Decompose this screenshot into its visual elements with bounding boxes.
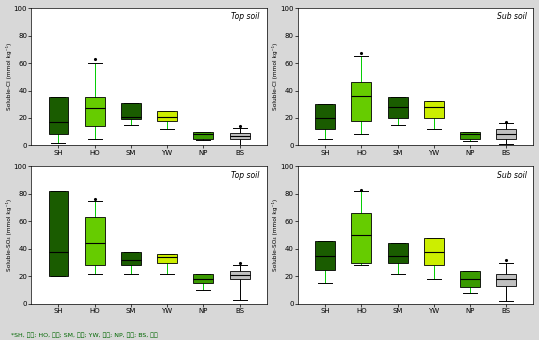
Bar <box>230 271 250 279</box>
Y-axis label: Soluble-SO₄ (mmol kg⁻¹): Soluble-SO₄ (mmol kg⁻¹) <box>272 199 278 271</box>
Text: Sub soil: Sub soil <box>496 12 527 21</box>
Y-axis label: Soluble-Cl (mmol kg⁻¹): Soluble-Cl (mmol kg⁻¹) <box>272 43 278 110</box>
Bar <box>121 103 141 119</box>
Bar <box>351 82 371 121</box>
Bar <box>194 132 213 139</box>
Bar <box>85 217 105 266</box>
Bar <box>49 191 68 276</box>
Y-axis label: Soluble-Cl (mmol kg⁻¹): Soluble-Cl (mmol kg⁻¹) <box>5 43 11 110</box>
Bar <box>424 238 444 266</box>
Bar <box>315 241 335 270</box>
Bar <box>315 104 335 129</box>
Bar <box>157 111 177 121</box>
Text: Top soil: Top soil <box>231 12 260 21</box>
Bar <box>388 97 407 118</box>
Text: Sub soil: Sub soil <box>496 171 527 180</box>
Bar <box>85 97 105 126</box>
Y-axis label: Soluble-SO₄ (mmol kg⁻¹): Soluble-SO₄ (mmol kg⁻¹) <box>5 199 11 271</box>
Bar <box>121 252 141 266</box>
Bar <box>388 243 407 263</box>
Bar <box>351 213 371 263</box>
Bar <box>424 102 444 118</box>
Bar <box>230 133 250 139</box>
Bar <box>194 274 213 283</box>
Bar <box>460 271 480 287</box>
Text: *SH, 시화; HO, 화옹; SM, 석문; YW, 이원; NP, 남포; BS, 부사: *SH, 시화; HO, 화옹; SM, 석문; YW, 이원; NP, 남포;… <box>11 333 157 338</box>
Bar <box>49 97 68 135</box>
Bar <box>496 274 516 286</box>
Bar <box>496 129 516 139</box>
Bar <box>460 132 480 139</box>
Bar <box>157 254 177 263</box>
Text: Top soil: Top soil <box>231 171 260 180</box>
